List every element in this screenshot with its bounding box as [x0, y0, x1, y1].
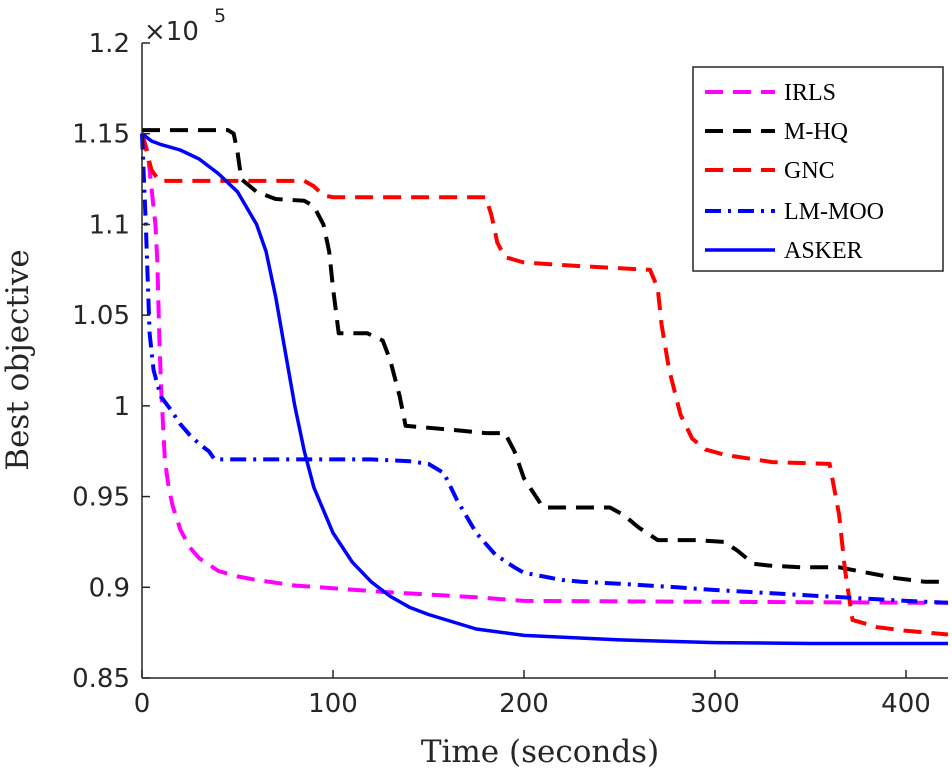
legend-items: IRLS M-HQ GNC LM-MOO ASKER	[705, 80, 884, 264]
series-line-irls	[140, 133, 948, 605]
y-axis-multiplier-base: ×10	[144, 17, 199, 47]
series-line-m-hq	[142, 128, 948, 584]
series-line-lm-moo	[140, 133, 949, 605]
axes-layer: 0 100 200 300 400 0.85 0.9 0.95 1 1.05 1.1 1.15 1.2	[72, 29, 948, 719]
legend-label-lm-moo: LM-MOO	[784, 199, 884, 225]
y-tick-label: 1.15	[72, 120, 130, 150]
y-tick-label: 0.85	[72, 664, 130, 694]
series-line-gnc	[140, 133, 949, 637]
y-tick-label: 0.9	[89, 573, 130, 603]
y-tick-label: 1	[113, 392, 130, 422]
x-tick-label: 0	[134, 689, 151, 719]
legend-label-m-hq: M-HQ	[784, 119, 848, 145]
legend-label-gnc: GNC	[784, 158, 835, 184]
y-tick-label: 0.95	[72, 483, 130, 513]
legend-label-irls: IRLS	[784, 80, 836, 106]
y-tick-label: 1.2	[89, 29, 130, 59]
series-line-asker	[140, 132, 948, 646]
y-tick-label: 1.05	[72, 301, 130, 331]
x-tick-label: 300	[690, 689, 740, 719]
x-tick-label: 100	[308, 689, 358, 719]
y-axis-multiplier-exponent: 5	[214, 5, 226, 27]
x-axis-title: Time (seconds)	[421, 734, 659, 770]
legend-label-asker: ASKER	[784, 238, 863, 264]
y-axis-title: Best objective	[0, 249, 36, 470]
y-tick-label: 1.1	[89, 210, 130, 240]
legend: IRLS M-HQ GNC LM-MOO ASKER	[692, 66, 944, 272]
series-layer	[140, 128, 949, 646]
x-tick-label: 200	[499, 689, 549, 719]
x-tick-label: 400	[881, 689, 931, 719]
